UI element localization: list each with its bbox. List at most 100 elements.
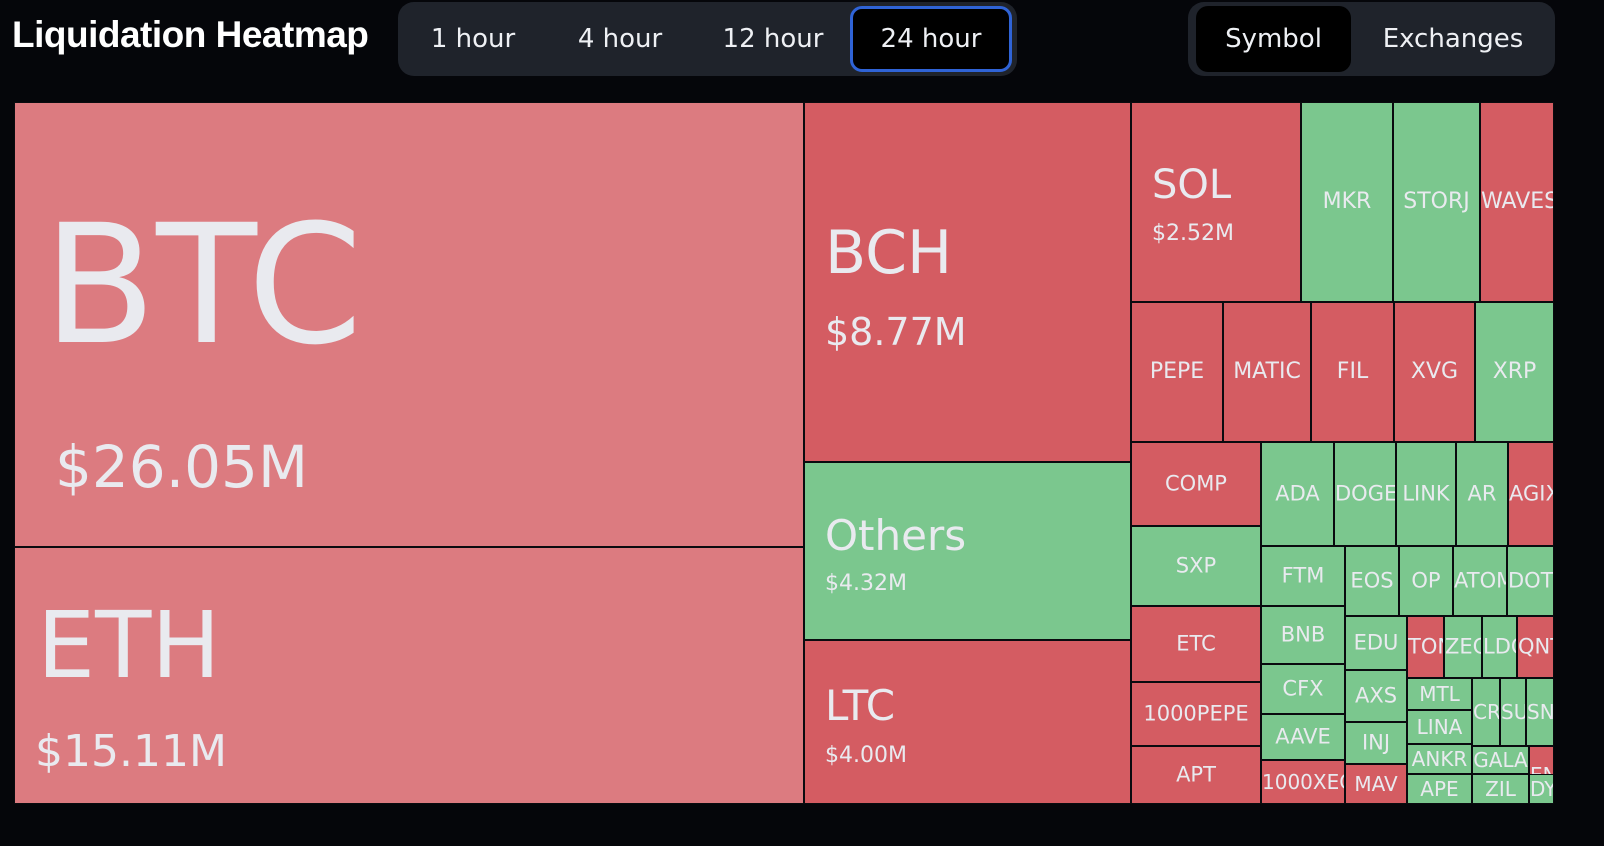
heatmap-tile[interactable]: ETH $15.11M (14, 547, 804, 804)
tile-symbol: QNT (1518, 634, 1553, 659)
tile-symbol: COMP (1165, 471, 1227, 496)
tile-symbol: WAVES (1481, 189, 1554, 214)
tile-symbol: 1000XEC (1262, 770, 1345, 794)
heatmap-tile[interactable]: Others $4.32M (804, 462, 1131, 640)
heatmap-tile[interactable]: AAVE (1261, 714, 1345, 760)
heatmap-tile[interactable]: APE (1407, 774, 1472, 804)
tile-symbol: SUI (1501, 700, 1525, 724)
tile-symbol: MKR (1322, 189, 1372, 214)
heatmap-tile[interactable]: LINA (1407, 710, 1472, 744)
heatmap-tile[interactable]: SOL $2.52M (1131, 102, 1301, 302)
tile-symbol: TON (1408, 634, 1443, 659)
tile-symbol: DOT (1508, 568, 1554, 593)
tile-symbol: DOGE (1335, 481, 1396, 506)
tab-1-hour[interactable]: 1 hour (430, 24, 516, 54)
tile-value: $26.05M (55, 433, 308, 501)
heatmap-tile[interactable]: BNB (1261, 606, 1345, 664)
heatmap-tile[interactable]: MATIC (1223, 302, 1311, 442)
tab-4-hour[interactable]: 4 hour (577, 24, 663, 54)
heatmap-tile[interactable]: ZEC (1444, 616, 1482, 678)
tile-symbol: Others (825, 511, 967, 560)
heatmap-tile[interactable]: AXS (1345, 670, 1407, 722)
heatmap-tile[interactable]: ADA (1261, 442, 1334, 546)
heatmap-tile[interactable]: BTC $26.05M (14, 102, 804, 547)
heatmap-tile[interactable]: INJ (1345, 722, 1407, 764)
tile-symbol: LINK (1402, 481, 1450, 506)
heatmap-tile[interactable]: BCH $8.77M (804, 102, 1131, 462)
heatmap-tile[interactable]: SUI (1500, 678, 1526, 746)
tile-symbol: OP (1411, 568, 1441, 593)
heatmap-tile[interactable]: AR (1456, 442, 1508, 546)
heatmap-tile[interactable]: XVG (1394, 302, 1475, 442)
tile-symbol: ETC (1176, 631, 1216, 656)
tile-symbol: SOL (1152, 162, 1232, 208)
tile-symbol: ATOM (1454, 568, 1506, 593)
heatmap-tile[interactable]: SXP (1131, 526, 1261, 606)
heatmap-tile[interactable]: AGIX (1508, 442, 1554, 546)
page-title: Liquidation Heatmap (12, 14, 369, 55)
tile-symbol: LINA (1416, 715, 1463, 739)
tile-symbol: APT (1176, 762, 1216, 787)
heatmap-tile[interactable]: CRV (1472, 678, 1500, 746)
heatmap-tile[interactable]: ETC (1131, 606, 1261, 682)
tile-symbol: BCH (825, 218, 953, 288)
heatmap-tile[interactable]: XRP (1475, 302, 1554, 442)
heatmap-tile[interactable]: DOT (1507, 546, 1554, 616)
tile-symbol: AAVE (1275, 724, 1331, 749)
tile-symbol: BTC (43, 189, 363, 381)
heatmap-tile[interactable]: WAVES (1480, 102, 1554, 302)
tile-symbol: MAV (1354, 772, 1398, 796)
heatmap-tile[interactable]: ANKR (1407, 744, 1472, 774)
tile-symbol: AGIX (1509, 481, 1553, 506)
tile-symbol: AXS (1354, 683, 1398, 708)
tile-symbol: CFX (1282, 676, 1324, 701)
heatmap-tile[interactable]: MTL (1407, 678, 1472, 710)
heatmap-tile[interactable]: LDO (1482, 616, 1517, 678)
heatmap-tile[interactable]: 1000PEPE (1131, 682, 1261, 746)
tile-value: $15.11M (35, 726, 227, 777)
heatmap-tile[interactable]: MKR (1301, 102, 1393, 302)
heatmap-tile[interactable]: SNX (1526, 678, 1554, 746)
heatmap-tile[interactable]: APT (1131, 746, 1261, 804)
tile-symbol: ADA (1275, 481, 1320, 506)
tile-symbol: ANKR (1411, 747, 1468, 771)
heatmap-tile[interactable]: STORJ (1393, 102, 1480, 302)
time-range-toggle: 1 hour 4 hour 12 hour 24 hour (398, 2, 1017, 76)
heatmap-tile[interactable]: COMP (1131, 442, 1261, 526)
heatmap-tile[interactable]: FTM (1261, 546, 1345, 606)
heatmap-tile[interactable]: TON (1407, 616, 1444, 678)
tile-symbol: LTC (825, 681, 896, 730)
tile-symbol: GALA (1473, 748, 1528, 772)
heatmap-tile[interactable]: QNT (1517, 616, 1554, 678)
tile-symbol: SNX (1527, 700, 1554, 724)
tile-symbol: SXP (1175, 553, 1217, 578)
heatmap-tile[interactable]: DOGE (1334, 442, 1396, 546)
heatmap-tile[interactable]: FIL (1311, 302, 1394, 442)
tile-symbol: MTL (1419, 682, 1460, 706)
heatmap-tile[interactable]: ZIL (1472, 774, 1529, 804)
heatmap-tile[interactable]: DYDX (1529, 774, 1554, 804)
heatmap-tile[interactable]: MAV (1345, 764, 1407, 804)
heatmap-tile[interactable]: ATOM (1453, 546, 1507, 616)
tile-symbol: FTM (1281, 563, 1325, 588)
heatmap-tile[interactable]: PEPE (1131, 302, 1223, 442)
tile-symbol: ZIL (1485, 777, 1516, 801)
heatmap-tile[interactable]: OP (1399, 546, 1453, 616)
tile-symbol: APE (1420, 777, 1459, 801)
heatmap-tile[interactable]: CFX (1261, 664, 1345, 714)
tile-symbol: CRV (1473, 700, 1500, 724)
heatmap-tile[interactable]: 1000XEC (1261, 760, 1345, 804)
tile-value: $2.52M (1152, 221, 1234, 246)
tile-symbol: MATIC (1233, 359, 1301, 384)
heatmap-tile[interactable]: GALA (1472, 746, 1529, 774)
tile-symbol: FIL (1336, 359, 1369, 384)
tab-exchanges[interactable]: Exchanges (1382, 24, 1524, 54)
tab-24-hour[interactable]: 24 hour (850, 6, 1012, 72)
heatmap-tile[interactable]: EOS (1345, 546, 1399, 616)
heatmap-tile[interactable]: LINK (1396, 442, 1456, 546)
tab-12-hour[interactable]: 12 hour (722, 24, 824, 54)
tab-symbol[interactable]: Symbol (1196, 6, 1351, 72)
heatmap-tile[interactable]: LTC $4.00M (804, 640, 1131, 804)
tile-value: $4.00M (825, 743, 907, 768)
heatmap-tile[interactable]: EDU (1345, 616, 1407, 670)
